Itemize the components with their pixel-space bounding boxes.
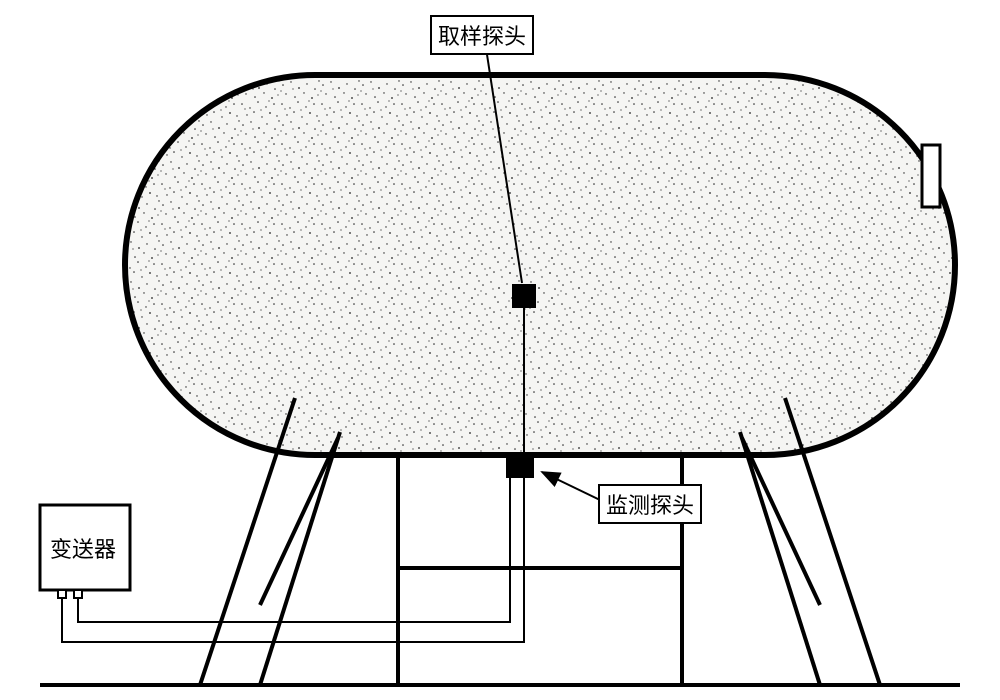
transmitter-label: 变送器 xyxy=(50,532,116,564)
monitoring-probe xyxy=(506,452,534,478)
diagram-svg xyxy=(0,0,1000,700)
monitoring-probe-arrow xyxy=(542,472,600,500)
sampling-probe-label: 取样探头 xyxy=(430,15,534,55)
monitoring-probe-label: 监测探头 xyxy=(598,484,702,524)
tank xyxy=(125,75,955,455)
sampling-probe xyxy=(512,284,536,308)
diagram-canvas: 取样探头 监测探头 变送器 xyxy=(0,0,1000,700)
tank-port xyxy=(922,145,940,207)
